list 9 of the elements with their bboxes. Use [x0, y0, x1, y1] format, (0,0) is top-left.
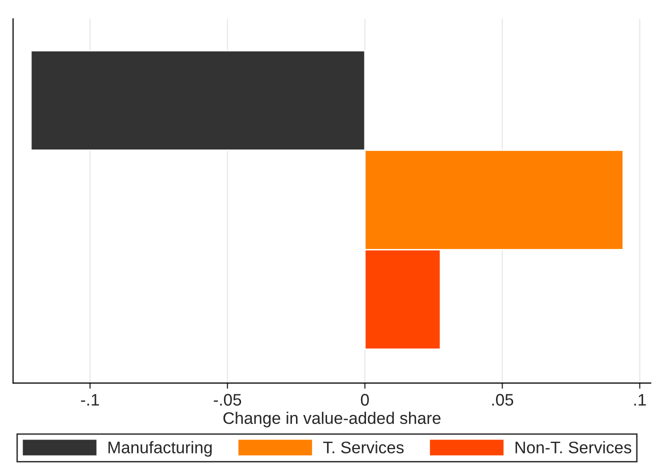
x-axis-title: Change in value-added share: [223, 412, 441, 428]
legend-label: Non-T. Services: [516, 441, 632, 454]
x-tick-label: .05: [492, 394, 514, 406]
x-tick-label: -.1: [81, 394, 99, 406]
x-tick-label: 0: [360, 394, 369, 406]
x-tick-label: -.05: [214, 394, 242, 406]
legend-label: T. Services: [323, 441, 404, 454]
x-tick-label: .1: [634, 394, 646, 406]
legend-label: Manufacturing: [108, 441, 212, 457]
